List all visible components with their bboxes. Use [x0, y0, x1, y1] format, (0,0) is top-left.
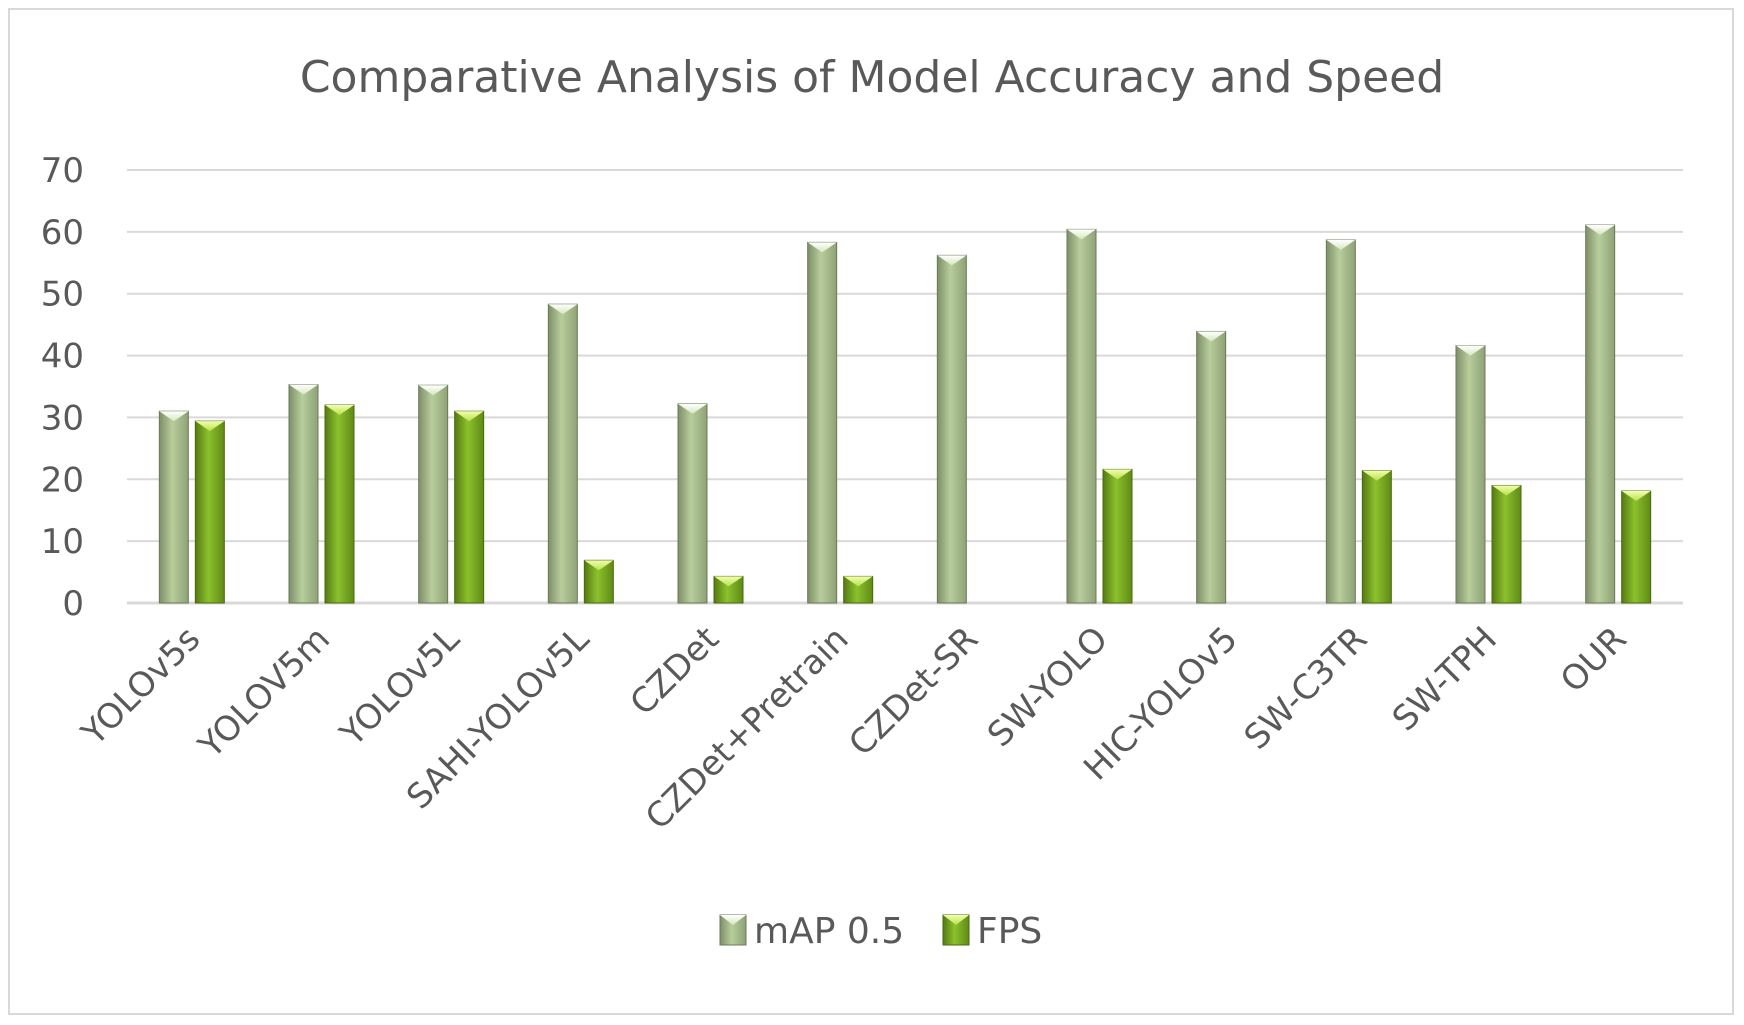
bar-fps: [454, 410, 485, 604]
bar-fps-cap: [1621, 491, 1651, 502]
bar-map-cap: [548, 304, 578, 315]
bar-fps-body: [1621, 490, 1652, 604]
bar-map-body: [1325, 239, 1356, 604]
bar-fps: [843, 575, 874, 604]
bar-fps-cap: [325, 405, 354, 416]
bar-fps-cap: [1492, 485, 1521, 496]
y-tick-label: 50: [41, 275, 84, 315]
bar-map-cap: [937, 255, 967, 266]
bar-map: [677, 403, 708, 604]
bar-map: [1585, 224, 1616, 604]
bar-fps-cap: [454, 411, 484, 422]
x-category-label: YOLOv5L: [332, 619, 468, 755]
bar-fps-body: [1361, 470, 1392, 604]
bar-fps: [1621, 490, 1652, 604]
bar-map-cap: [1196, 331, 1226, 342]
legend-swatch-cap: [720, 915, 746, 925]
bar-fps: [583, 559, 614, 604]
x-category-label: CZDet-SR: [841, 619, 986, 764]
legend-item: mAP 0.5: [719, 911, 904, 952]
bar-fps-body: [1102, 468, 1133, 604]
gridlines: [127, 169, 1683, 605]
bar-fps-cap: [714, 576, 743, 587]
bar-map: [547, 303, 578, 604]
bar-map-cap: [289, 384, 318, 395]
legend-swatch-cap: [943, 915, 969, 925]
bar-map: [418, 384, 449, 604]
y-tick-label: 30: [41, 398, 84, 438]
bar-fps-body: [324, 404, 355, 604]
bar-map-cap: [807, 242, 837, 253]
bar-map-body: [1455, 345, 1486, 604]
legend-label: mAP 0.5: [754, 911, 904, 952]
bar-fps: [1491, 484, 1522, 604]
y-tick-label: 20: [41, 460, 84, 500]
bar-fps-cap: [195, 421, 225, 432]
bar-map: [1066, 228, 1097, 604]
bar-map-cap: [1326, 239, 1356, 250]
bar-map: [936, 254, 967, 604]
bar-fps-cap: [1362, 470, 1392, 481]
bar-map-cap: [1456, 345, 1485, 356]
bar-fps-body: [1491, 484, 1522, 604]
legend-item: FPS: [942, 911, 1042, 952]
bar-fps: [324, 404, 355, 604]
legend: mAP 0.5 FPS: [719, 911, 1042, 952]
bar-fps: [713, 575, 744, 604]
y-tick-label: 40: [41, 337, 84, 377]
bar-map: [158, 410, 189, 604]
bar-fps-body: [454, 410, 485, 604]
y-tick-label: 70: [41, 151, 84, 191]
bar-map: [1455, 345, 1486, 604]
legend-label: FPS: [977, 911, 1042, 952]
bar-map-body: [936, 254, 967, 604]
bar-fps: [1361, 470, 1392, 604]
x-category-label: SW-TPH: [1385, 619, 1505, 739]
bar-map: [288, 384, 319, 604]
y-tick-label: 0: [62, 584, 84, 624]
bar-fps-cap: [584, 560, 614, 571]
bar-map: [807, 241, 838, 604]
bar-fps: [194, 420, 225, 604]
bar-map: [1196, 330, 1227, 604]
bar-map-body: [1585, 224, 1616, 604]
bar-map-body: [1066, 228, 1097, 604]
x-category-label: SW-YOLO: [980, 619, 1116, 755]
bar-map-cap: [159, 411, 189, 422]
x-category-label: SW-C3TR: [1237, 619, 1375, 757]
bar-map-body: [807, 241, 838, 604]
bar-fps: [1102, 468, 1133, 604]
chart-title: Comparative Analysis of Model Accuracy a…: [300, 52, 1444, 103]
bars: [158, 224, 1652, 604]
x-category-label: OUR: [1553, 619, 1635, 701]
bar-map-cap: [678, 403, 707, 414]
bar-map-body: [418, 384, 449, 604]
x-category-label: YOLOv5s: [73, 619, 208, 754]
y-tick-label: 60: [41, 213, 84, 253]
x-category-label: CZDet: [623, 619, 727, 723]
bar-map: [1325, 239, 1356, 604]
bar-map-body: [288, 384, 319, 604]
bar-map-cap: [418, 385, 448, 396]
x-category-label: YOLOV5m: [190, 619, 337, 766]
bar-map-body: [677, 403, 708, 604]
bar-fps-cap: [843, 576, 873, 587]
bar-map-body: [158, 410, 189, 604]
bar-map-body: [547, 303, 578, 604]
bar-fps-body: [194, 420, 225, 604]
bar-map-body: [1196, 330, 1227, 604]
y-axis-ticks: 0 10 20 30 40 50 60 70: [41, 151, 84, 624]
bar-map-cap: [1067, 229, 1096, 240]
bar-map-cap: [1585, 225, 1615, 236]
bar-fps-cap: [1103, 469, 1132, 480]
y-tick-label: 10: [41, 522, 84, 562]
